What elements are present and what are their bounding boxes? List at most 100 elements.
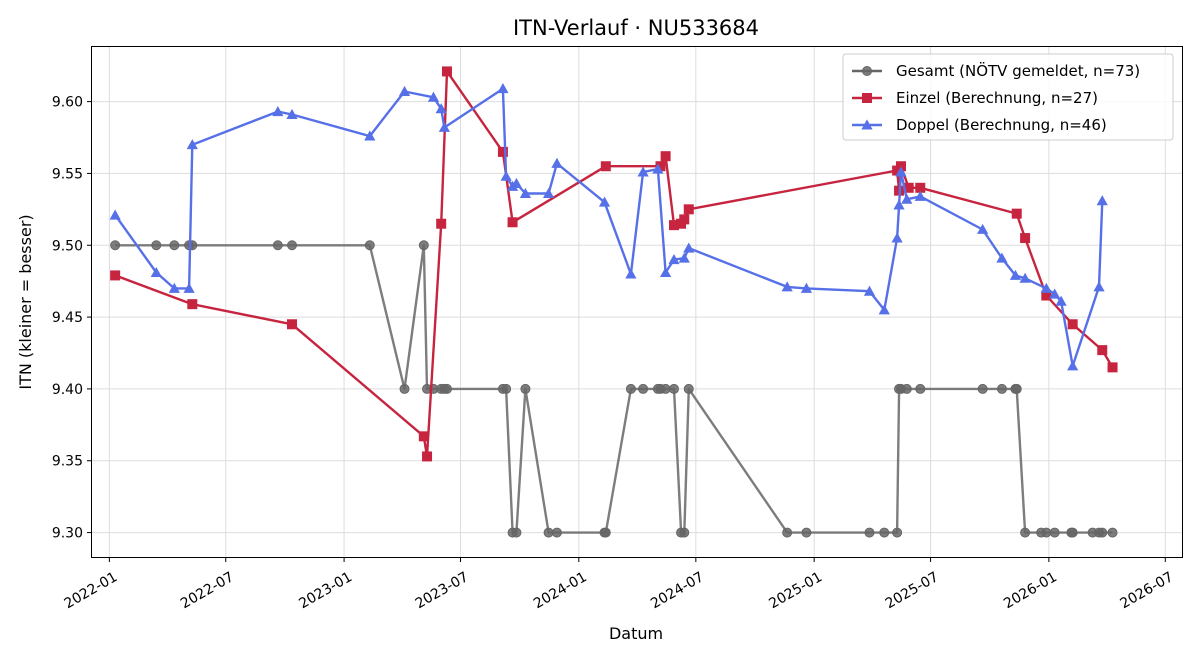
data-point xyxy=(399,383,410,394)
legend-label: Gesamt (NÖTV gemeldet, n=73) xyxy=(896,61,1140,80)
data-point xyxy=(186,139,198,150)
data-point xyxy=(637,166,649,177)
data-point xyxy=(511,527,522,538)
data-point xyxy=(1049,527,1060,538)
data-point xyxy=(1055,295,1067,306)
data-point xyxy=(977,383,988,394)
data-point xyxy=(1041,527,1052,538)
data-point xyxy=(893,199,905,210)
y-tick-label: 9.50 xyxy=(52,238,83,254)
y-tick-label: 9.40 xyxy=(52,382,83,398)
series-triangle xyxy=(109,83,1108,371)
data-point xyxy=(878,304,890,315)
y-tick-label: 9.55 xyxy=(52,166,83,182)
data-point xyxy=(364,130,376,141)
data-point xyxy=(1020,527,1031,538)
data-point xyxy=(422,451,433,462)
data-point xyxy=(901,193,913,204)
data-point xyxy=(683,242,695,253)
x-axis-label: Datum xyxy=(609,624,663,643)
data-point xyxy=(110,240,121,251)
data-point xyxy=(286,240,297,251)
data-point xyxy=(914,190,926,201)
data-point xyxy=(519,187,532,199)
chart-title: ITN-Verlauf · NU533684 xyxy=(513,16,759,40)
data-point xyxy=(683,383,694,394)
data-point xyxy=(660,151,671,162)
data-point xyxy=(652,163,664,174)
data-point xyxy=(1067,360,1079,371)
legend-marker xyxy=(862,66,872,76)
data-point xyxy=(110,270,121,281)
data-point xyxy=(1040,282,1052,293)
data-point xyxy=(996,252,1008,263)
data-point xyxy=(1011,208,1022,219)
data-point xyxy=(683,204,694,215)
data-point xyxy=(169,240,180,251)
legend-label: Doppel (Berechnung, n=46) xyxy=(896,116,1107,134)
series-layer xyxy=(109,66,1118,538)
y-tick-label: 9.30 xyxy=(52,526,83,542)
data-point xyxy=(901,383,912,394)
data-point xyxy=(668,383,679,394)
data-point xyxy=(1097,527,1108,538)
data-point xyxy=(625,383,636,394)
data-point xyxy=(500,170,512,181)
data-point xyxy=(638,383,649,394)
data-point xyxy=(660,383,671,394)
legend-marker xyxy=(861,119,873,130)
data-point xyxy=(600,161,611,172)
data-point xyxy=(497,83,509,94)
data-point xyxy=(510,177,523,188)
y-tick-label: 9.35 xyxy=(52,454,83,470)
data-point xyxy=(655,161,666,172)
data-point xyxy=(915,383,926,394)
data-point xyxy=(168,282,180,293)
data-point xyxy=(187,299,198,310)
data-point xyxy=(1049,288,1061,299)
data-point xyxy=(151,240,162,251)
data-point xyxy=(441,383,452,394)
data-point xyxy=(1009,269,1022,280)
data-point xyxy=(678,252,690,263)
data-point xyxy=(892,527,903,538)
legend-box xyxy=(842,53,1174,141)
data-point xyxy=(1093,281,1105,292)
data-point xyxy=(507,217,518,228)
legend-marker xyxy=(862,93,872,103)
data-point xyxy=(977,223,989,234)
data-point xyxy=(551,527,562,538)
y-axis-label: ITN (kleiner = besser) xyxy=(16,214,35,389)
data-point xyxy=(551,157,563,168)
data-point xyxy=(272,240,283,251)
plot-frame xyxy=(91,46,1183,558)
data-point xyxy=(286,108,298,120)
data-point xyxy=(1019,272,1031,283)
data-point xyxy=(660,266,672,278)
data-point xyxy=(801,527,812,538)
y-axis: 9.30 9.35 9.40 9.45 9.50 9.55 9.60 xyxy=(52,95,92,542)
data-point xyxy=(895,166,907,177)
data-point xyxy=(915,182,926,193)
data-point xyxy=(863,285,876,296)
data-point xyxy=(600,527,611,538)
data-point xyxy=(398,85,411,97)
data-point xyxy=(543,527,554,538)
data-point xyxy=(1041,290,1052,301)
data-point xyxy=(520,383,531,394)
data-point xyxy=(427,91,440,102)
data-point xyxy=(625,268,637,279)
y-tick-label: 9.45 xyxy=(52,310,83,326)
data-point xyxy=(1067,319,1078,330)
data-point xyxy=(286,319,297,330)
data-point xyxy=(272,106,284,117)
data-point xyxy=(542,187,555,199)
legend-label: Einzel (Berechnung, n=27) xyxy=(896,89,1098,107)
data-point xyxy=(497,146,508,157)
data-point xyxy=(996,383,1007,394)
data-point xyxy=(879,527,890,538)
data-point xyxy=(781,281,793,292)
data-point xyxy=(598,196,611,207)
data-point xyxy=(109,209,121,220)
